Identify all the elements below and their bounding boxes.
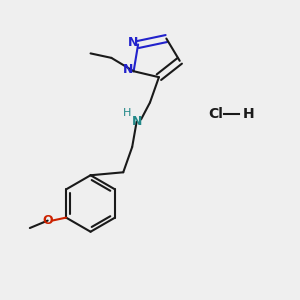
Text: N: N — [123, 63, 134, 76]
Text: Cl: Cl — [208, 107, 223, 121]
Text: N: N — [131, 115, 142, 128]
Text: H: H — [123, 108, 131, 118]
Text: N: N — [128, 37, 138, 50]
Text: O: O — [42, 214, 53, 227]
Text: H: H — [242, 107, 254, 121]
